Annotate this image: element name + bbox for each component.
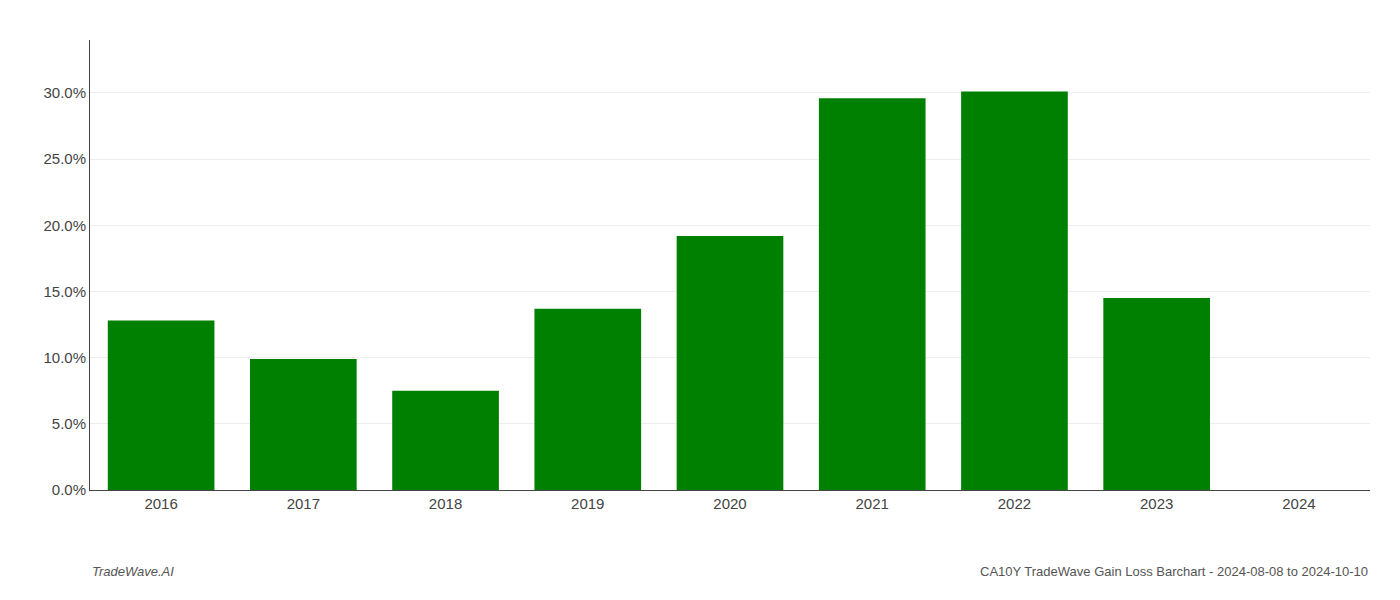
svg-text:25.0%: 25.0% (43, 150, 86, 167)
svg-text:2023: 2023 (1140, 495, 1173, 512)
svg-text:2020: 2020 (713, 495, 746, 512)
svg-text:2016: 2016 (144, 495, 177, 512)
svg-text:20.0%: 20.0% (43, 217, 86, 234)
svg-text:30.0%: 30.0% (43, 84, 86, 101)
svg-text:2018: 2018 (429, 495, 462, 512)
svg-text:2021: 2021 (856, 495, 889, 512)
svg-text:2019: 2019 (571, 495, 604, 512)
svg-text:2022: 2022 (998, 495, 1031, 512)
svg-text:5.0%: 5.0% (52, 415, 86, 432)
svg-text:CA10Y TradeWave Gain Loss Barc: CA10Y TradeWave Gain Loss Barchart - 202… (980, 564, 1368, 579)
svg-text:TradeWave.AI: TradeWave.AI (92, 564, 174, 579)
svg-text:15.0%: 15.0% (43, 283, 86, 300)
svg-text:0.0%: 0.0% (52, 481, 86, 498)
svg-text:10.0%: 10.0% (43, 349, 86, 366)
svg-text:2017: 2017 (287, 495, 320, 512)
svg-text:2024: 2024 (1282, 495, 1315, 512)
